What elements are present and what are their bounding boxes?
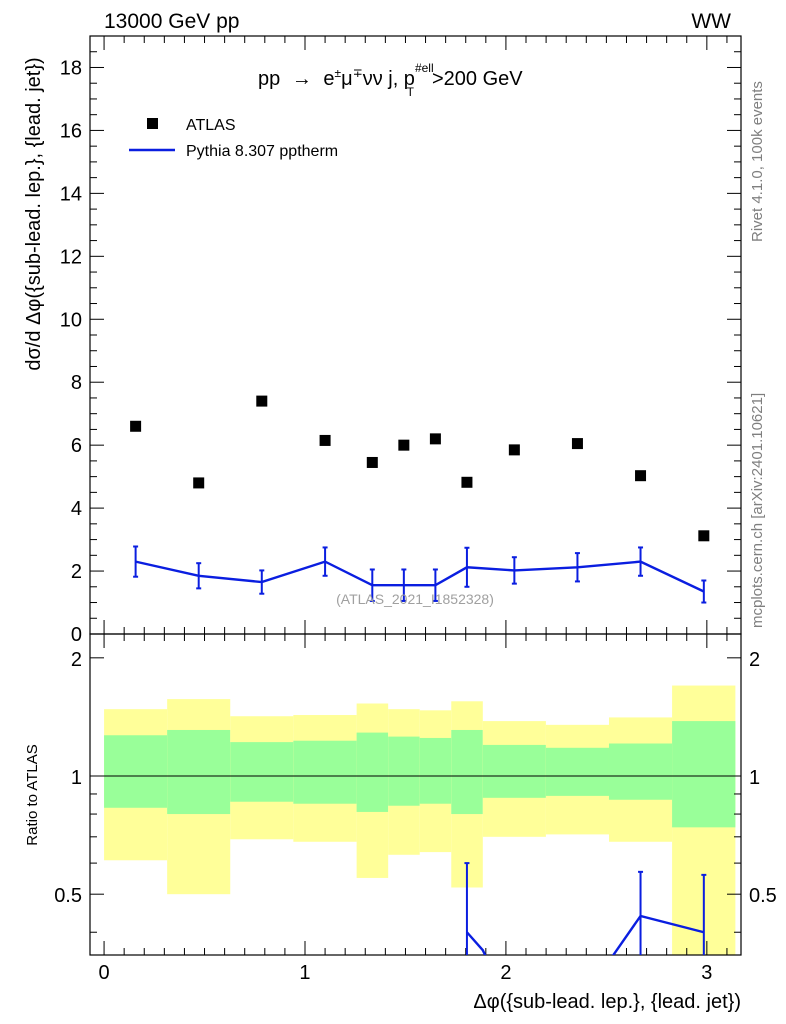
ratio-band-green <box>545 747 609 796</box>
process-label: WW <box>691 10 731 33</box>
atlas-data-point <box>461 476 473 488</box>
pythia-line <box>135 560 705 593</box>
ratio-series-layer <box>464 862 707 955</box>
main-y-tick-label: 18 <box>60 57 82 79</box>
ratio-y-tick-label-right: 0.5 <box>749 885 777 907</box>
ratio-band-green <box>356 732 389 812</box>
energy-label: 13000 GeV pp <box>104 10 239 33</box>
main-y-tick-label: 14 <box>60 183 82 205</box>
analysis-watermark: (ATLAS_2021_I1852328) <box>336 591 494 607</box>
x-tick-label: 3 <box>701 962 712 984</box>
main-y-tick-label: 10 <box>60 309 82 331</box>
ratio-plot-frame <box>89 633 742 956</box>
atlas-data-point <box>366 456 378 468</box>
ratio-band-green <box>388 736 420 806</box>
atlas-data-point <box>429 433 441 445</box>
x-tick-label: 1 <box>299 962 310 984</box>
atlas-data-point <box>130 420 142 432</box>
atlas-data-point <box>193 477 205 489</box>
ratio-y-axis-label: Ratio to ATLAS <box>24 744 41 845</box>
main-y-tick-label: 12 <box>60 246 82 268</box>
legend-marker-atlas <box>147 118 158 129</box>
atlas-data-point <box>508 444 520 456</box>
atlas-data-point <box>256 395 268 407</box>
ratio-band-green <box>482 744 546 798</box>
ratio-band-green <box>451 729 483 815</box>
ratio-band-green <box>419 737 452 804</box>
ratio-axis-ticks: 0.5 0.5 1 1 2 2 0 1 2 3 <box>54 634 777 984</box>
main-y-tick-label: 16 <box>60 120 82 142</box>
plot-title: pp → e±μ∓νν j, p#ell T>200 GeV <box>258 61 523 99</box>
main-axis-ticks: 0 2 4 6 8 10 12 14 16 18 <box>60 35 741 646</box>
main-y-tick-label: 8 <box>71 372 82 394</box>
main-series-layer <box>130 395 710 604</box>
ratio-y-tick-label-right: 1 <box>749 767 760 789</box>
ratio-band-green <box>293 740 357 804</box>
main-y-tick-label: 4 <box>71 498 82 520</box>
atlas-data-point <box>635 470 647 482</box>
legend: ATLAS Pythia 8.307 pptherm <box>129 117 338 160</box>
atlas-data-point <box>571 438 583 450</box>
x-tick-label: 2 <box>500 962 511 984</box>
x-tick-label: 0 <box>99 962 110 984</box>
rivet-version-label: Rivet 4.1.0, 100k events <box>749 81 766 242</box>
main-y-axis-label: dσ/d Δφ({sub-lead. lep.}, {lead. jet}) <box>23 57 45 370</box>
ratio-band-green <box>230 742 294 802</box>
x-axis-label: Δφ({sub-lead. lep.}, {lead. jet}) <box>473 991 741 1013</box>
main-y-tick-label: 0 <box>71 624 82 646</box>
ratio-band-green <box>104 735 168 808</box>
atlas-data-point <box>698 530 710 542</box>
legend-label-atlas: ATLAS <box>186 117 236 134</box>
ratio-y-tick-label-left: 1 <box>71 767 82 789</box>
ratio-pythia-line <box>466 931 487 955</box>
ratio-y-tick-label-left: 0.5 <box>54 885 82 907</box>
main-y-tick-label: 2 <box>71 561 82 583</box>
atlas-data-point <box>398 439 410 451</box>
atlas-data-point <box>319 434 331 446</box>
mcplots-source-label: mcplots.cern.ch [arXiv:2401.10621] <box>749 393 766 628</box>
ratio-band-green <box>167 729 231 815</box>
ratio-band-green <box>672 721 736 828</box>
ratio-uncertainty-bands <box>104 685 736 955</box>
main-y-tick-label: 6 <box>71 435 82 457</box>
legend-label-pythia: Pythia 8.307 pptherm <box>186 143 338 160</box>
ratio-y-tick-label-left: 2 <box>71 649 82 671</box>
ratio-y-tick-label-right: 2 <box>749 649 760 671</box>
ratio-band-green <box>608 743 673 800</box>
